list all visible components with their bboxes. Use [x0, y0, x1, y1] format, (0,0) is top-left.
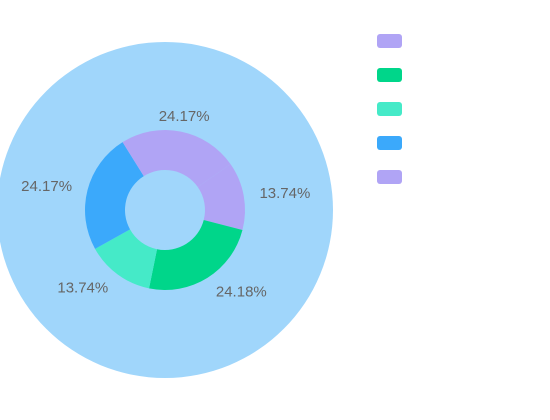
- donut-slice-2[interactable]: [149, 219, 243, 290]
- legend-item-2[interactable]: [377, 58, 402, 92]
- donut-slice-5[interactable]: [122, 130, 231, 188]
- outer-ring-slice[interactable]: [0, 42, 333, 378]
- legend-swatch: [377, 170, 402, 184]
- legend-swatch: [377, 34, 402, 48]
- legend: [377, 24, 402, 194]
- legend-swatch: [377, 136, 402, 150]
- legend-item-3[interactable]: [377, 92, 402, 126]
- legend-swatch: [377, 102, 402, 116]
- slice-labels: 13.74% 24.18% 13.74% 24.17% 24.17%: [21, 108, 310, 300]
- slice-label-2: 24.18%: [216, 283, 267, 300]
- slice-label-5: 24.17%: [159, 108, 210, 125]
- legend-item-1[interactable]: [377, 24, 402, 58]
- legend-item-4[interactable]: [377, 126, 402, 160]
- slice-label-1: 13.74%: [259, 185, 310, 202]
- legend-item-5[interactable]: [377, 160, 402, 194]
- donut-slice-1[interactable]: [197, 164, 245, 230]
- outer-ring: [0, 42, 333, 378]
- slice-label-3: 13.74%: [57, 279, 108, 296]
- legend-swatch: [377, 68, 402, 82]
- donut-slice-3[interactable]: [95, 229, 158, 289]
- inner-ring: [85, 130, 245, 290]
- donut-slice-4[interactable]: [85, 142, 144, 249]
- slice-label-4: 24.17%: [21, 178, 72, 195]
